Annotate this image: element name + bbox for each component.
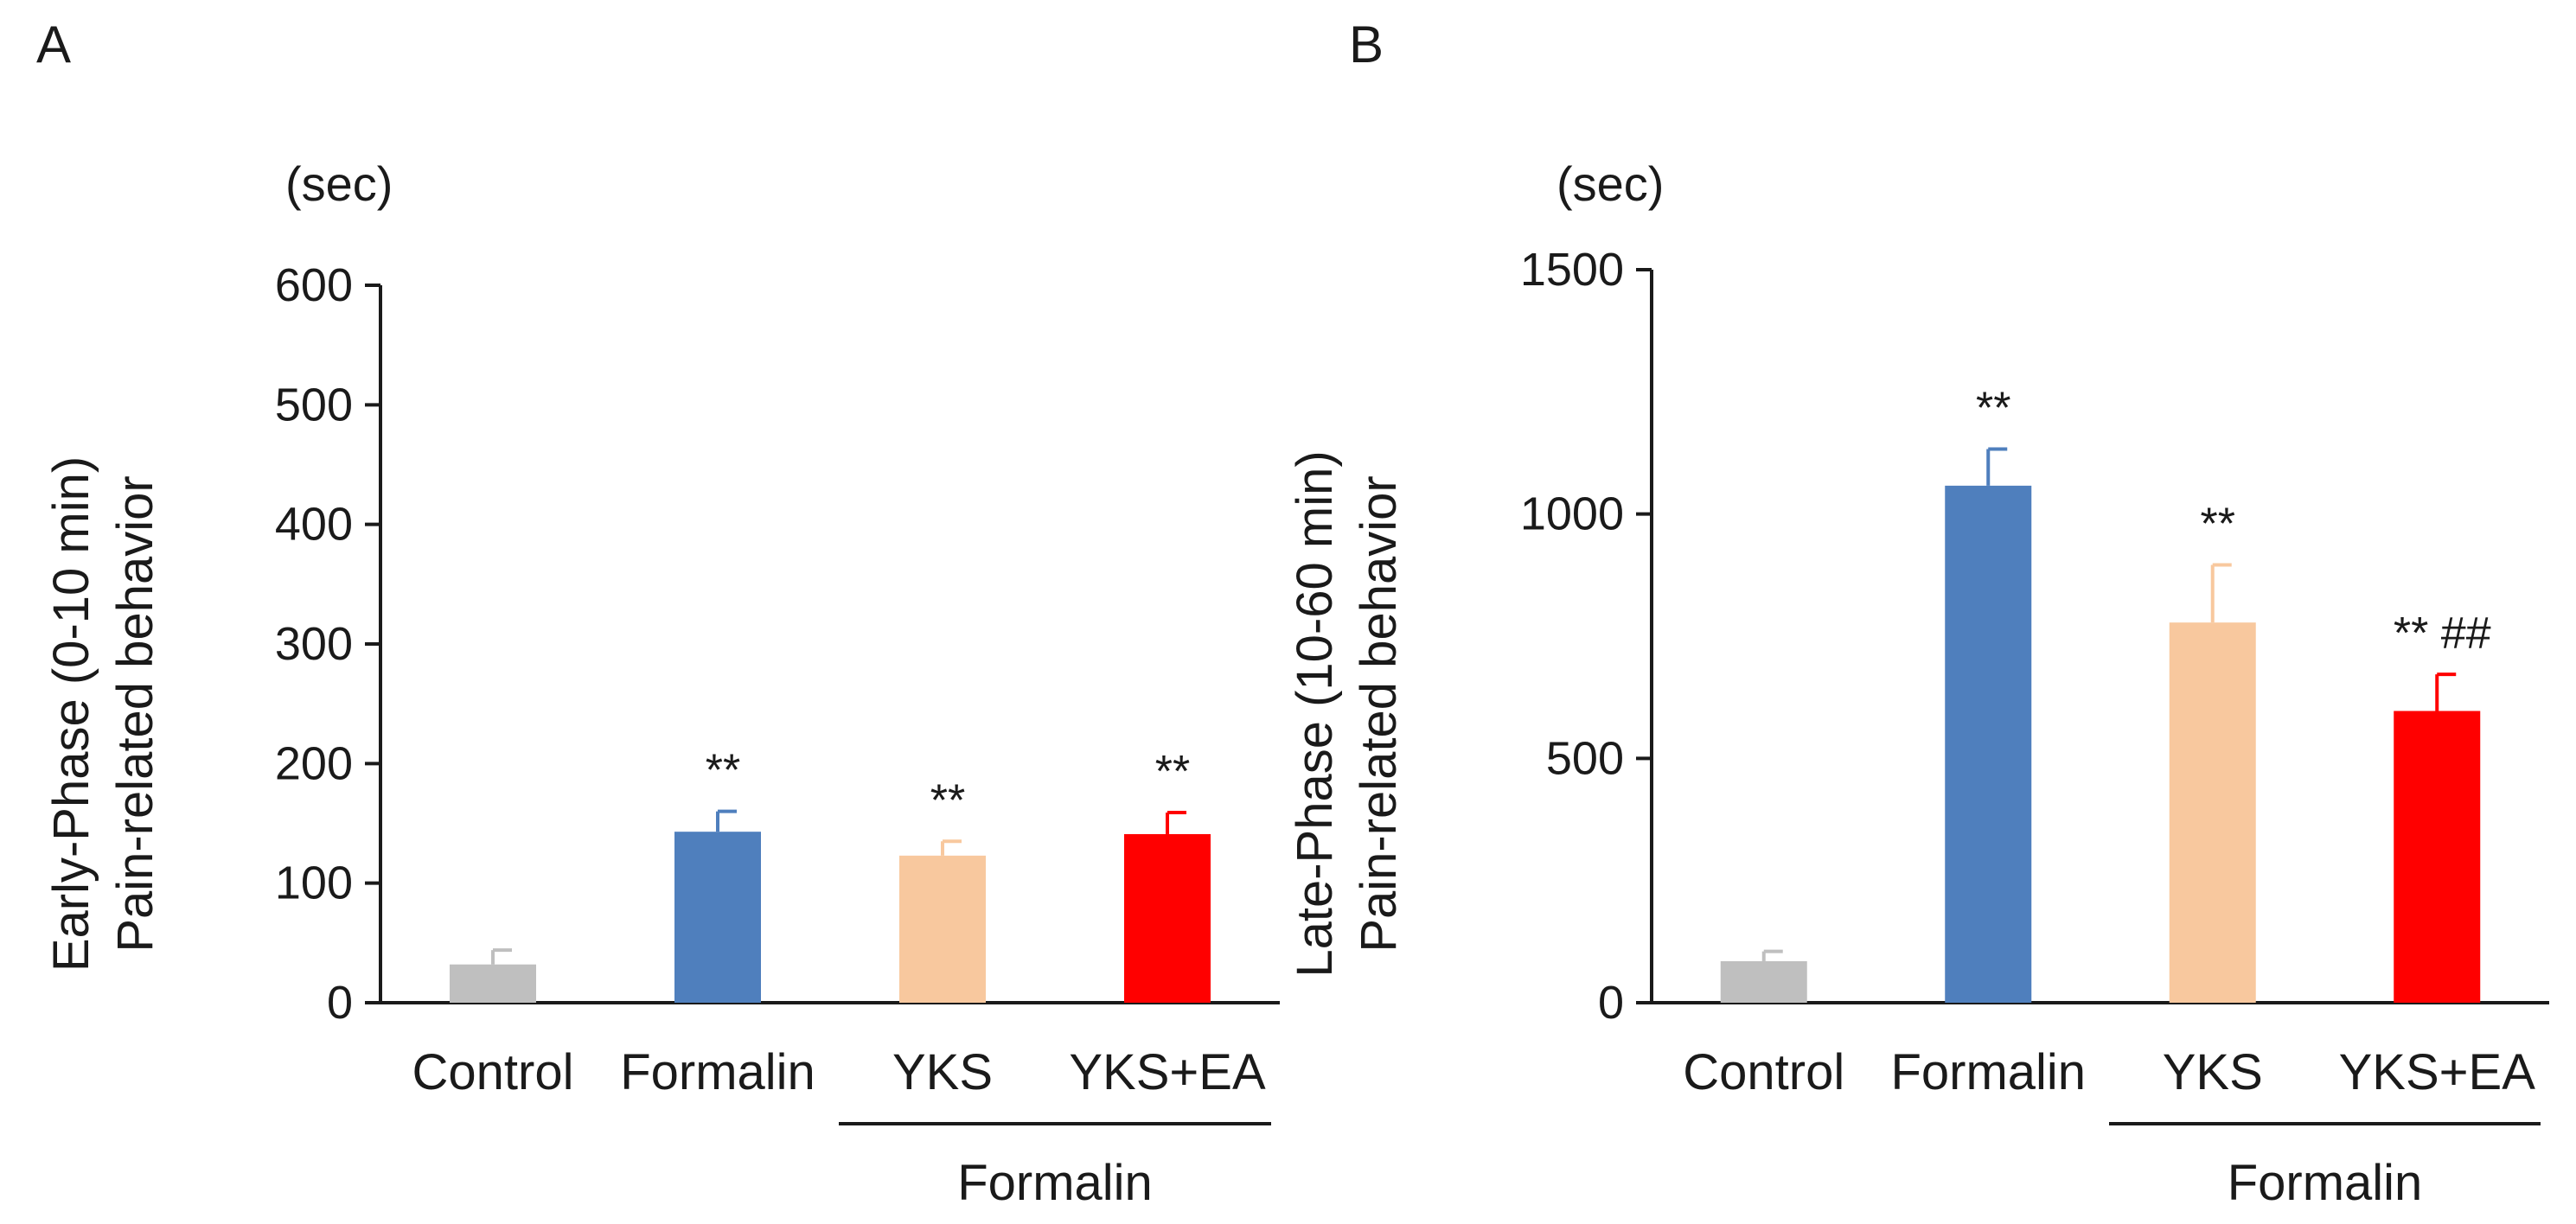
x-tick-label: YKS [2163,1044,2263,1100]
unit-label: (sec) [1556,156,1664,211]
y-axis-title: Early-Phase (0-10 min) Pain-related beha… [43,456,163,972]
x-tick-labels: Control Formalin YKS YKS+EA [412,1044,1266,1100]
significance-label: ** [1155,747,1190,797]
y-tick-label: 200 [275,737,353,789]
group-bracket: Formalin [839,1122,1271,1211]
unit-label: (sec) [285,156,393,211]
panel-label: A [36,16,71,73]
bar-yks-ea [2394,711,2481,1003]
x-tick-label: YKS+EA [1069,1044,1266,1100]
y-tick-label: 0 [327,977,353,1029]
y-axis-title-line-2: Pain-related behavior [1351,475,1407,952]
x-tick-label: YKS+EA [2339,1044,2536,1100]
bars: ** ** ** [450,746,1211,1003]
bar-yks-ea [1124,833,1211,1003]
bar-control [1720,960,1807,1003]
y-tick-label: 1000 [1520,488,1624,540]
y-tick-label: 600 [275,259,353,311]
group-label: Formalin [957,1155,1153,1211]
x-tick-label: YKS [892,1044,993,1100]
y-ticks: 0 500 1000 1500 [1520,244,1652,1029]
group-bracket: Formalin [2109,1122,2541,1211]
x-tick-labels: Control Formalin YKS YKS+EA [1683,1044,2535,1100]
group-label: Formalin [2228,1155,2423,1211]
significance-label: ** ## [2394,609,2491,659]
bar-yks [899,855,986,1003]
bar-yks [2169,622,2256,1003]
significance-label: ** [1976,383,2010,433]
panel-label: B [1349,16,1384,73]
significance-label: ** [930,775,965,826]
y-tick-label: 0 [1598,977,1624,1029]
bar-control [450,964,536,1003]
bar-formalin [1945,485,2032,1003]
y-tick-label: 500 [1546,732,1624,784]
y-axis-title-line-1: Early-Phase (0-10 min) [43,456,99,972]
y-axis-title: Late-Phase (10-60 min) Pain-related beha… [1287,450,1407,977]
x-tick-label: Control [1683,1044,1844,1100]
x-tick-label: Formalin [620,1044,815,1100]
chart-panel-b: B (sec) Late-Phase (10-60 min) Pain-rela… [1287,16,2549,1211]
y-tick-label: 500 [275,379,353,430]
y-tick-label: 100 [275,857,353,909]
x-tick-label: Control [412,1044,574,1100]
y-axis-title-line-1: Late-Phase (10-60 min) [1287,450,1343,977]
y-tick-label: 400 [275,499,353,551]
y-tick-label: 300 [275,618,353,670]
chart-panel-a: A (sec) Early-Phase (0-10 min) Pain-rela… [36,16,1280,1211]
y-axis-title-line-2: Pain-related behavior [107,475,163,952]
y-tick-label: 1500 [1520,244,1624,296]
significance-label: ** [2201,499,2235,549]
y-ticks: 0 100 200 300 400 500 600 [275,259,380,1029]
bar-formalin [674,832,761,1003]
x-tick-label: Formalin [1890,1044,2086,1100]
bars: ** ** ** ## [1720,383,2491,1003]
significance-label: ** [706,746,740,796]
